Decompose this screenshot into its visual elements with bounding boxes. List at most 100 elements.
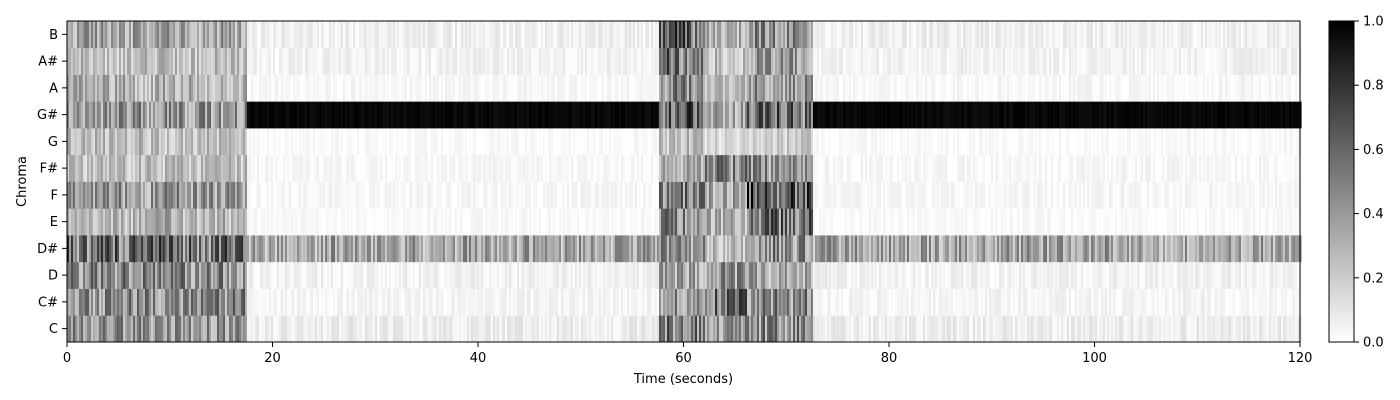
heatmap-cell [481,21,484,49]
heatmap-cell [485,101,488,129]
heatmap-cell [673,315,676,343]
heatmap-cell [487,154,490,182]
heatmap-cell [885,101,888,129]
heatmap-cell [247,128,250,156]
heatmap-cell [369,154,372,182]
heatmap-cell [563,261,566,289]
heatmap-cell [351,128,354,156]
heatmap-cell [509,261,512,289]
heatmap-cell [255,101,258,129]
heatmap-cell [309,154,312,182]
heatmap-cell [303,315,306,343]
heatmap-cell [667,101,670,129]
heatmap-cell [749,74,752,102]
heatmap-cell [137,128,140,156]
heatmap-cell [545,315,548,343]
heatmap-cell [769,21,772,49]
heatmap-cell [437,128,440,156]
heatmap-cell [613,261,616,289]
heatmap-cell [755,47,758,75]
heatmap-cell [521,261,524,289]
heatmap-cell [121,74,124,102]
heatmap-cell [475,235,478,263]
heatmap-cell [387,128,390,156]
heatmap-cell [571,47,574,75]
heatmap-cell [367,235,370,263]
heatmap-cell [397,261,400,289]
heatmap-cell [845,288,848,316]
heatmap-cell [129,315,132,343]
heatmap-cell [583,181,586,209]
heatmap-cell [161,261,164,289]
heatmap-cell [799,315,802,343]
heatmap-cell [711,315,714,343]
heatmap-cell [255,261,258,289]
heatmap-cell [225,47,228,75]
heatmap-cell [391,128,394,156]
heatmap-cell [463,315,466,343]
heatmap-cell [305,21,308,49]
heatmap-cell [445,208,448,236]
heatmap-cell [441,101,444,129]
heatmap-cell [715,154,718,182]
heatmap-cell [363,208,366,236]
heatmap-cell [733,235,736,263]
heatmap-cell [189,235,192,263]
heatmap-cell [129,101,132,129]
heatmap-cell [599,288,602,316]
heatmap-cell [647,288,650,316]
heatmap-cell [815,288,818,316]
heatmap-cell [145,21,148,49]
heatmap-cell [777,154,780,182]
heatmap-cell [423,208,426,236]
heatmap-cell [155,315,158,343]
heatmap-cell [125,181,128,209]
heatmap-cell [679,101,682,129]
heatmap-cell [75,288,78,316]
heatmap-cell [197,47,200,75]
heatmap-cell [809,74,812,102]
heatmap-cell [375,315,378,343]
heatmap-cell [365,154,368,182]
heatmap-cell [725,288,728,316]
heatmap-cell [131,128,134,156]
heatmap-cell [471,181,474,209]
heatmap-cell [827,181,830,209]
heatmap-cell [733,128,736,156]
heatmap-cell [245,261,248,289]
heatmap-cell [759,154,762,182]
heatmap-cell [533,235,536,263]
heatmap-cell [287,47,290,75]
heatmap-cell [351,47,354,75]
heatmap-cell [711,288,714,316]
heatmap-cell [249,21,252,49]
heatmap-cell [447,288,450,316]
heatmap-cell [445,315,448,343]
heatmap-cell [233,235,236,263]
heatmap-cell [391,21,394,49]
heatmap-cell [85,288,88,316]
heatmap-cell [609,235,612,263]
heatmap-cell [725,261,728,289]
heatmap-cell [241,154,244,182]
heatmap-cell [185,288,188,316]
heatmap-cell [475,47,478,75]
heatmap-cell [311,288,314,316]
heatmap-cell [291,74,294,102]
heatmap-cell [187,154,190,182]
heatmap-cell [81,47,84,75]
heatmap-cell [349,154,352,182]
heatmap-cell [145,288,148,316]
heatmap-cell [103,288,106,316]
heatmap-cell [505,21,508,49]
heatmap-cell [811,315,814,343]
heatmap-cell [299,74,302,102]
heatmap-cell [601,261,604,289]
heatmap-cell [567,128,570,156]
heatmap-cell [139,235,142,263]
heatmap-cell [895,235,898,263]
heatmap-cell [449,47,452,75]
heatmap-cell [435,181,438,209]
heatmap-cell [629,181,632,209]
heatmap-cell [105,235,108,263]
